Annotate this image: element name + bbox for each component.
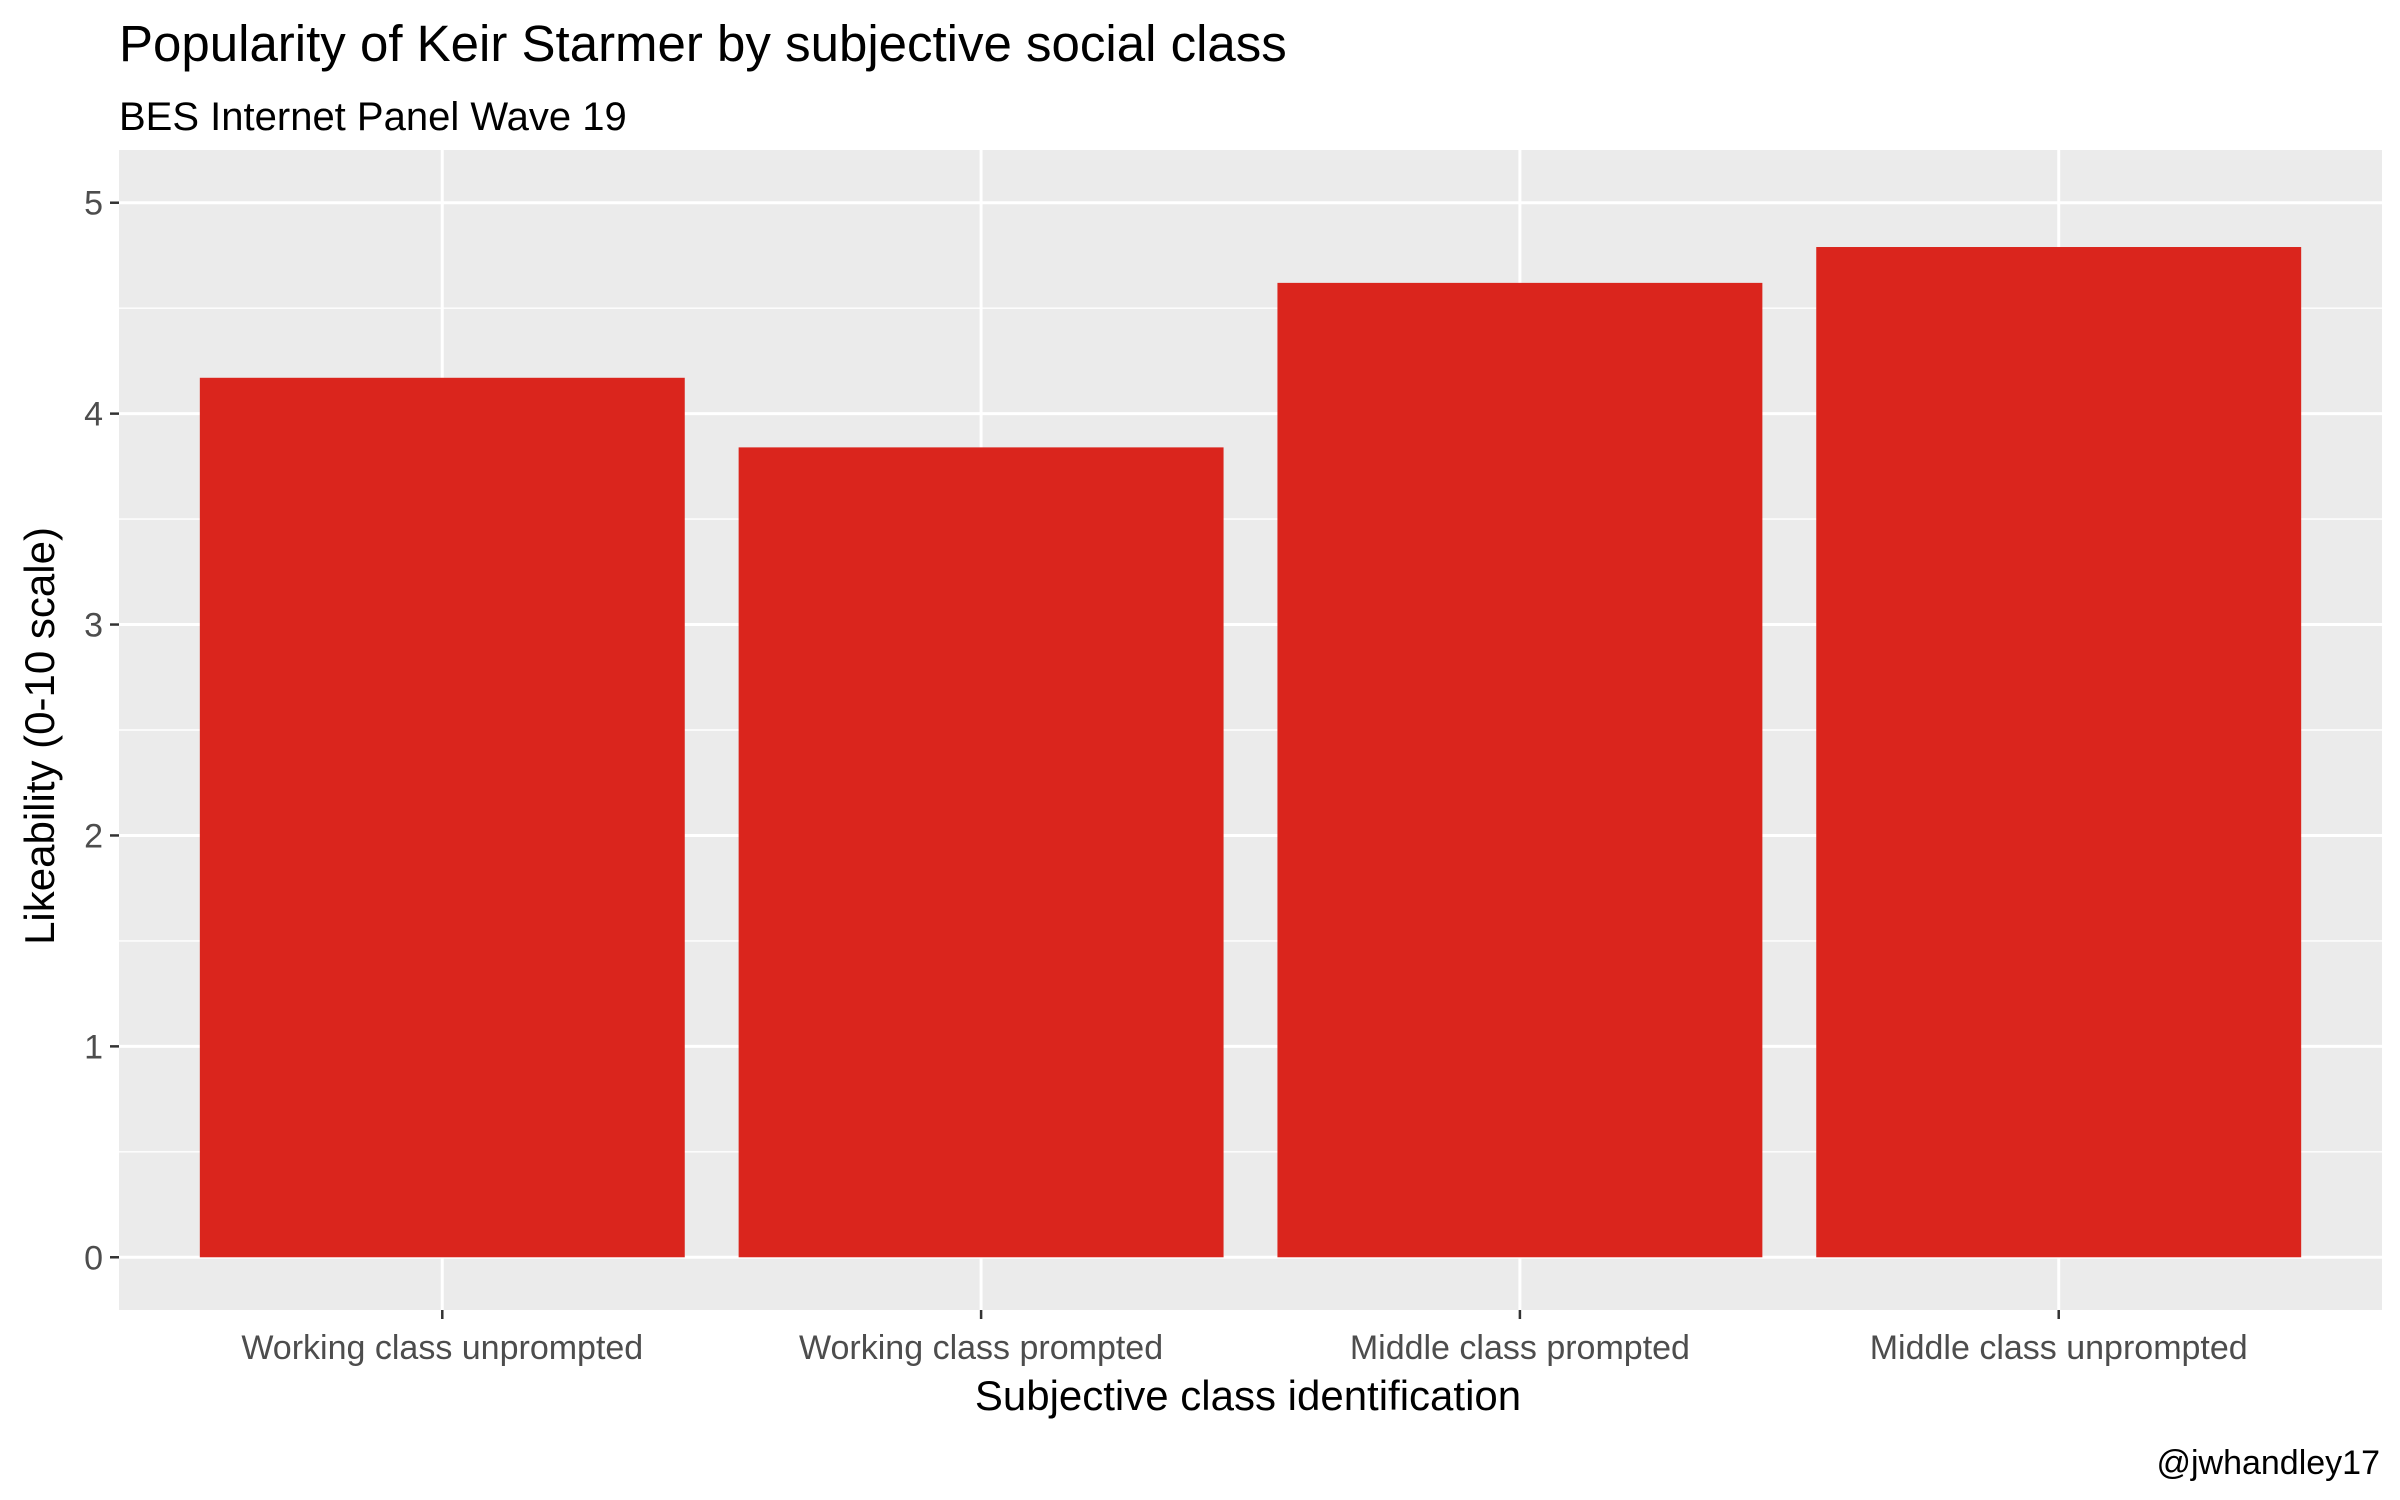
chart-caption: @jwhandley17 (2156, 1444, 2380, 1482)
y-tick-label: 3 (84, 607, 103, 645)
bar (199, 377, 685, 1258)
x-axis-title: Subjective class identification (975, 1372, 1521, 1419)
bar (1816, 247, 2302, 1258)
bar (738, 447, 1224, 1258)
x-tick-label: Working class unprompted (241, 1329, 643, 1367)
y-axis: 0 1 2 3 4 5 (84, 185, 119, 1277)
bar (1277, 282, 1763, 1258)
chart-title: Popularity of Keir Starmer by subjective… (119, 15, 1287, 72)
y-tick-label: 1 (84, 1028, 103, 1066)
y-tick-label: 0 (84, 1239, 103, 1277)
x-tick-label: Working class prompted (799, 1329, 1163, 1367)
bars (199, 247, 2302, 1258)
y-axis-title: Likeability (0-10 scale) (16, 527, 63, 945)
y-tick-label: 4 (84, 396, 103, 434)
x-tick-label: Middle class unprompted (1870, 1329, 2248, 1367)
x-tick-label: Middle class prompted (1350, 1329, 1690, 1367)
x-axis: Working class unprompted Working class pr… (241, 1310, 2248, 1367)
y-tick-label: 2 (84, 817, 103, 855)
chart-subtitle: BES Internet Panel Wave 19 (119, 95, 627, 139)
y-tick-label: 5 (84, 185, 103, 223)
